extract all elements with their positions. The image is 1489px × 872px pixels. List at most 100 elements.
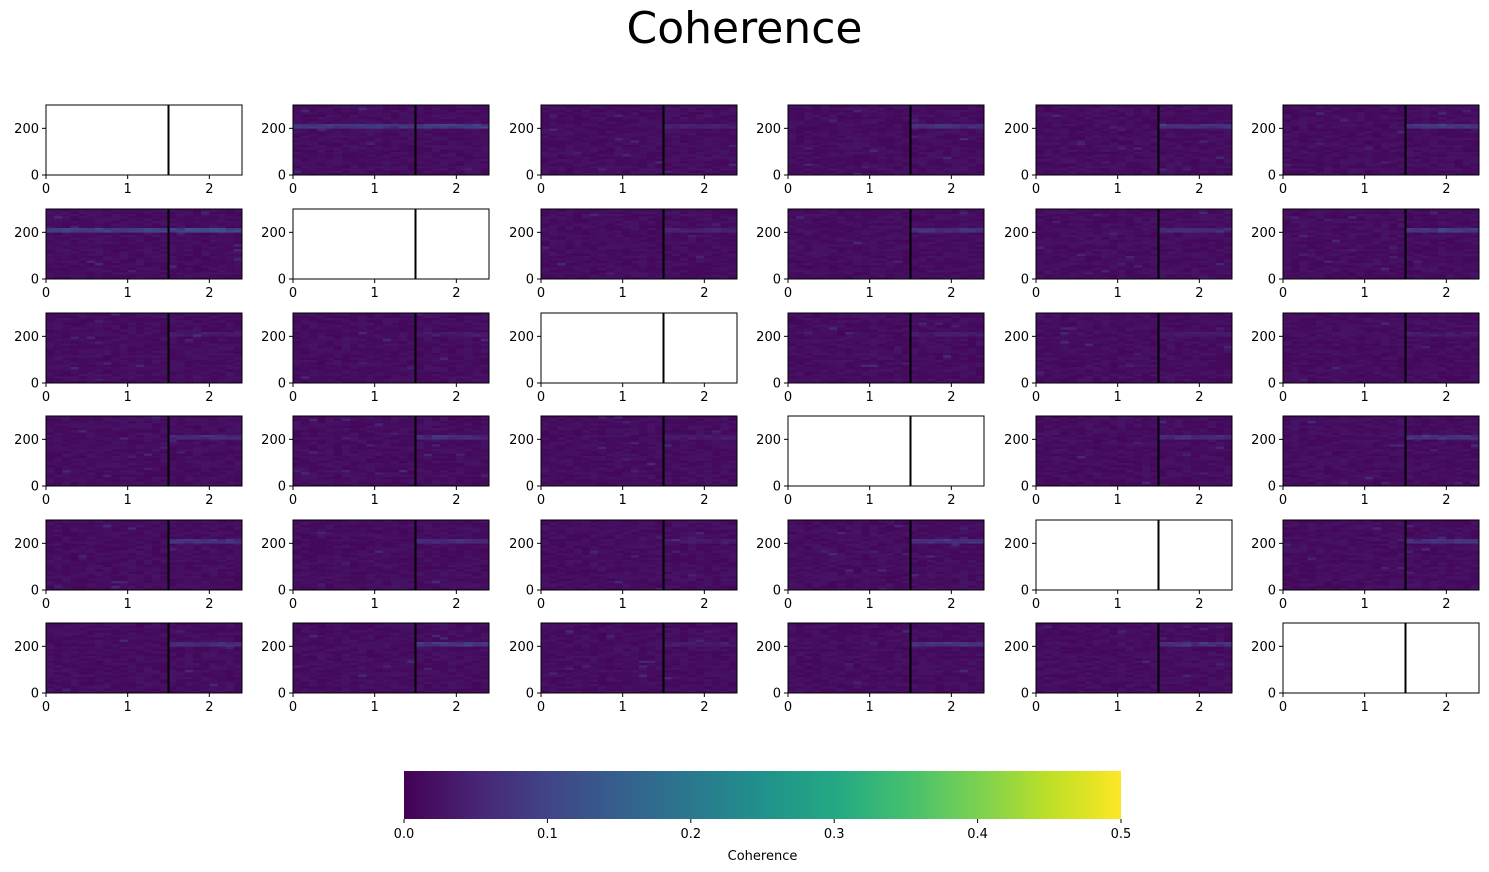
heatmap-cell: [663, 251, 672, 254]
heatmap-cell: [209, 267, 218, 270]
heatmap-cell: [557, 149, 566, 152]
heatmap-cell: [1060, 140, 1069, 143]
heatmap-cell: [209, 239, 218, 242]
heatmap-cell: [679, 230, 689, 233]
heatmap-cell: [557, 248, 566, 252]
heatmap-cell: [671, 149, 681, 152]
heatmap-cell: [639, 161, 648, 164]
heatmap-cell: [382, 116, 392, 120]
heatmap-cell: [1307, 105, 1316, 108]
heatmap-cell: [1430, 137, 1439, 141]
heatmap-cell: [1315, 128, 1325, 131]
heatmap-cell: [1223, 161, 1233, 164]
heatmap-cell: [647, 163, 656, 166]
heatmap-cell: [1085, 156, 1094, 159]
heatmap-cell: [663, 216, 672, 219]
heatmap-cell: [812, 112, 821, 115]
heatmap-cell: [431, 135, 441, 138]
heatmap-cell: [325, 137, 335, 141]
heatmap-cell: [1158, 123, 1167, 127]
heatmap-cell: [1283, 172, 1292, 176]
heatmap-cell: [1332, 133, 1341, 136]
heatmap-cell: [225, 251, 235, 254]
heatmap-cell: [671, 237, 681, 240]
heatmap-cell: [1125, 154, 1135, 157]
heatmap-cell: [1430, 170, 1439, 173]
heatmap-cell: [1223, 116, 1233, 120]
heatmap-cell: [606, 154, 615, 157]
heatmap-cell: [606, 237, 615, 240]
heatmap-cell: [1332, 170, 1341, 173]
heatmap-cell: [647, 218, 656, 221]
heatmap-cell: [391, 163, 400, 166]
heatmap-cell: [1223, 135, 1233, 138]
heatmap-cell: [590, 258, 599, 261]
heatmap-cell: [1052, 105, 1061, 108]
heatmap-cell: [788, 130, 797, 134]
heatmap-cell: [176, 213, 186, 217]
heatmap-cell: [557, 135, 566, 138]
heatmap-cell: [679, 170, 689, 173]
heatmap-cell: [1291, 130, 1300, 134]
heatmap-cell: [804, 137, 813, 141]
heatmap-cell: [160, 216, 169, 219]
heatmap-cell: [590, 267, 599, 270]
heatmap-cell: [1166, 126, 1176, 129]
heatmap-cell: [342, 116, 351, 120]
heatmap-cell: [598, 130, 607, 134]
heatmap-cell: [614, 265, 623, 268]
heatmap-cell: [877, 107, 887, 110]
heatmap-cell: [1381, 128, 1390, 131]
heatmap-cell: [1315, 116, 1325, 120]
heatmap-cell: [728, 107, 738, 110]
heatmap-cell: [861, 168, 870, 171]
heatmap-cell: [1438, 116, 1447, 120]
heatmap-cell: [342, 147, 351, 150]
heatmap-cell: [549, 112, 558, 115]
heatmap-cell: [366, 161, 375, 164]
heatmap-cell: [894, 147, 903, 150]
heatmap-cell: [565, 244, 574, 247]
heatmap-cell: [62, 272, 71, 275]
heatmap-cell: [1068, 140, 1078, 143]
heatmap-cell: [78, 239, 88, 242]
heatmap-cell: [837, 170, 846, 173]
heatmap-cell: [1036, 154, 1045, 157]
heatmap-cell: [62, 258, 71, 261]
heatmap-cell: [679, 232, 689, 235]
heatmap-cell: [1109, 137, 1118, 141]
heatmap-cell: [184, 248, 194, 252]
heatmap-cell: [1348, 168, 1357, 171]
heatmap-cell: [565, 107, 574, 110]
heatmap-cell: [1438, 133, 1447, 136]
heatmap-cell: [1430, 123, 1439, 127]
heatmap-cell: [1158, 109, 1167, 113]
heatmap-cell: [886, 133, 895, 136]
heatmap-cell: [910, 158, 919, 162]
heatmap-cell: [480, 149, 490, 152]
heatmap-cell: [1356, 151, 1365, 155]
heatmap-cell: [407, 105, 416, 108]
heatmap-cell: [804, 165, 813, 169]
heatmap-cell: [926, 114, 936, 117]
heatmap-cell: [1183, 123, 1192, 127]
heatmap-cell: [918, 156, 928, 159]
heatmap-cell: [1315, 112, 1325, 115]
heatmap-cell: [333, 158, 343, 162]
heatmap-cell: [309, 161, 318, 164]
heatmap-cell: [1340, 126, 1349, 129]
heatmap-cell: [606, 170, 615, 173]
heatmap-cell: [630, 227, 640, 231]
heatmap-cell: [671, 128, 681, 131]
heatmap-cell: [1299, 168, 1308, 171]
heatmap-cell: [350, 107, 359, 110]
heatmap-cell: [573, 161, 583, 164]
heatmap-cell: [1085, 105, 1094, 108]
heatmap-cell: [671, 158, 681, 162]
heatmap-cell: [1174, 156, 1184, 159]
heatmap-cell: [193, 272, 202, 275]
heatmap-cell: [1215, 149, 1225, 152]
heatmap-cell: [1389, 114, 1398, 117]
heatmap-cell: [46, 274, 55, 277]
